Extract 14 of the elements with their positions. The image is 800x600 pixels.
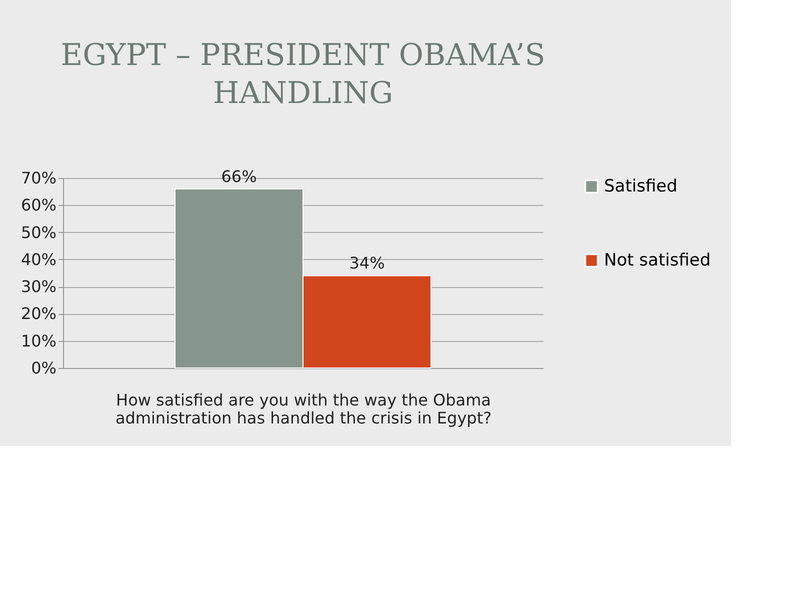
y-tick-label: 20% <box>20 304 56 324</box>
data-label: 66% <box>221 166 257 186</box>
y-tick-label: 0% <box>31 358 56 378</box>
y-tick-label: 50% <box>20 222 56 242</box>
y-tick-label: 70% <box>20 168 56 188</box>
legend-label: Not satisfied <box>604 250 711 270</box>
data-label: 34% <box>349 254 385 273</box>
y-tick-label: 30% <box>20 277 56 296</box>
y-tick-label: 40% <box>20 250 56 269</box>
y-tick-label: 10% <box>20 331 56 350</box>
legend-label: Satisfied <box>604 176 678 196</box>
chart-title: EGYPT – PRESIDENT OBAMA’S HANDLING <box>60 38 546 111</box>
x-axis-title: How satisfied are you with the way the Obama administration has handled the crisis in Egypt? <box>115 390 492 428</box>
y-tick-label: 60% <box>20 196 56 215</box>
